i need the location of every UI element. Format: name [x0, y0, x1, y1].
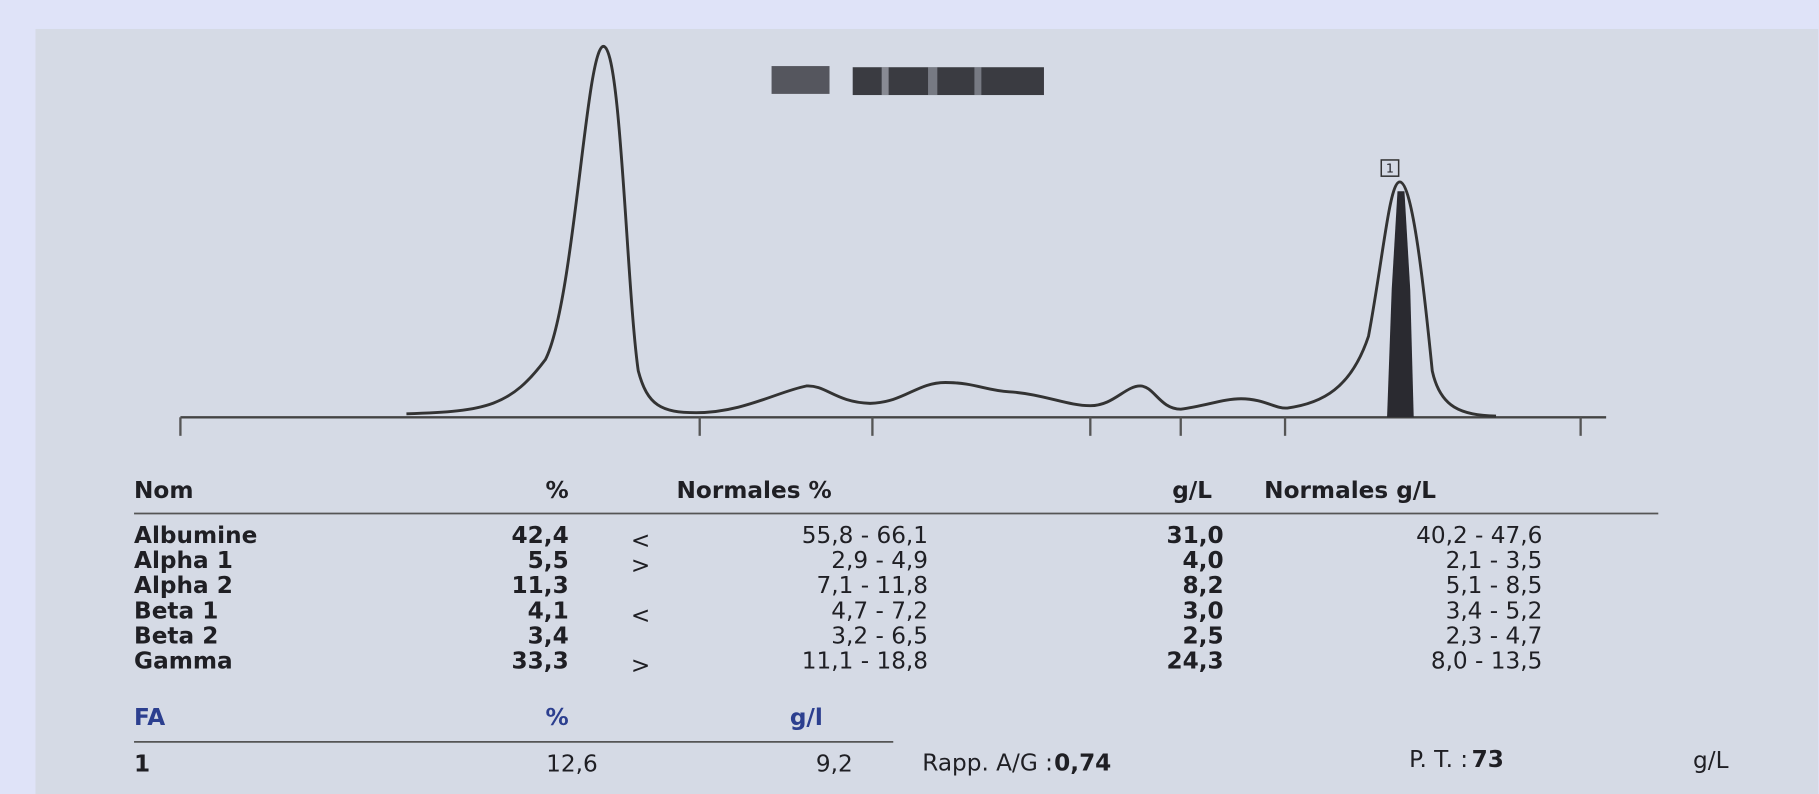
normal-percent: 2,9 - 4,9 — [831, 547, 928, 574]
grams-per-litre: 3,0 — [1183, 597, 1224, 624]
percent: 3,4 — [528, 622, 569, 649]
total-protein-label: P. T. : — [1409, 746, 1468, 773]
normal-percent: 11,1 - 18,8 — [802, 647, 928, 674]
fa-header: FA — [134, 704, 165, 731]
band-strip — [772, 66, 1044, 95]
flag: < — [631, 602, 650, 629]
normal-grams: 2,3 - 4,7 — [1446, 622, 1543, 649]
protein-name: Gamma — [134, 647, 233, 674]
flag: < — [631, 527, 650, 554]
grams-per-litre: 2,5 — [1183, 622, 1224, 649]
column-header: Normales % — [677, 477, 832, 504]
protein-name: Beta 2 — [134, 622, 218, 649]
normal-percent: 7,1 - 11,8 — [816, 572, 928, 599]
flag: > — [631, 552, 650, 579]
fa-header: % — [545, 704, 568, 731]
fa-cell: 9,2 — [816, 751, 853, 778]
grams-per-litre: 8,2 — [1183, 572, 1224, 599]
protein-name: Albumine — [134, 522, 257, 549]
grams-per-litre: 24,3 — [1166, 647, 1223, 674]
protein-name: Alpha 1 — [134, 547, 233, 574]
protein-name: Beta 1 — [134, 597, 218, 624]
column-header: Nom — [134, 477, 193, 504]
grams-per-litre: 4,0 — [1183, 547, 1224, 574]
normal-grams: 8,0 - 13,5 — [1431, 647, 1543, 674]
normal-grams: 3,4 - 5,2 — [1446, 597, 1543, 624]
ratio-label: Rapp. A/G : — [922, 749, 1053, 776]
normal-percent: 4,7 - 7,2 — [831, 597, 928, 624]
column-header: Normales g/L — [1264, 477, 1436, 504]
column-header: % — [545, 477, 568, 504]
ratio-value: 0,74 — [1054, 749, 1111, 776]
fa-cell: 12,6 — [546, 751, 598, 778]
flag: > — [631, 652, 650, 679]
paper — [36, 29, 1819, 794]
column-header: g/L — [1172, 477, 1212, 504]
normal-grams: 40,2 - 47,6 — [1416, 522, 1542, 549]
report-photo: 1 Nom% Normales % g/L Normales g/L Albumine 4… — [0, 0, 1819, 794]
protein-name: Alpha 2 — [134, 572, 233, 599]
percent: 42,4 — [512, 522, 569, 549]
total-protein-value: 73 — [1472, 746, 1504, 773]
grams-per-litre: 31,0 — [1166, 522, 1223, 549]
peak-marker: 1 — [1386, 162, 1394, 177]
percent: 5,5 — [528, 547, 569, 574]
percent: 4,1 — [528, 597, 569, 624]
normal-percent: 55,8 - 66,1 — [802, 522, 928, 549]
normal-grams: 2,1 - 3,5 — [1446, 547, 1543, 574]
page: {"peak_marker": "1", "table": { "header"… — [0, 0, 1819, 794]
percent: 33,3 — [512, 647, 569, 674]
normal-grams: 5,1 - 8,5 — [1446, 572, 1543, 599]
fa-cell: 1 — [134, 751, 150, 778]
percent: 11,3 — [512, 572, 569, 599]
fa-header: g/l — [790, 704, 823, 731]
total-protein-unit: g/L — [1693, 747, 1729, 774]
normal-percent: 3,2 - 6,5 — [831, 622, 928, 649]
